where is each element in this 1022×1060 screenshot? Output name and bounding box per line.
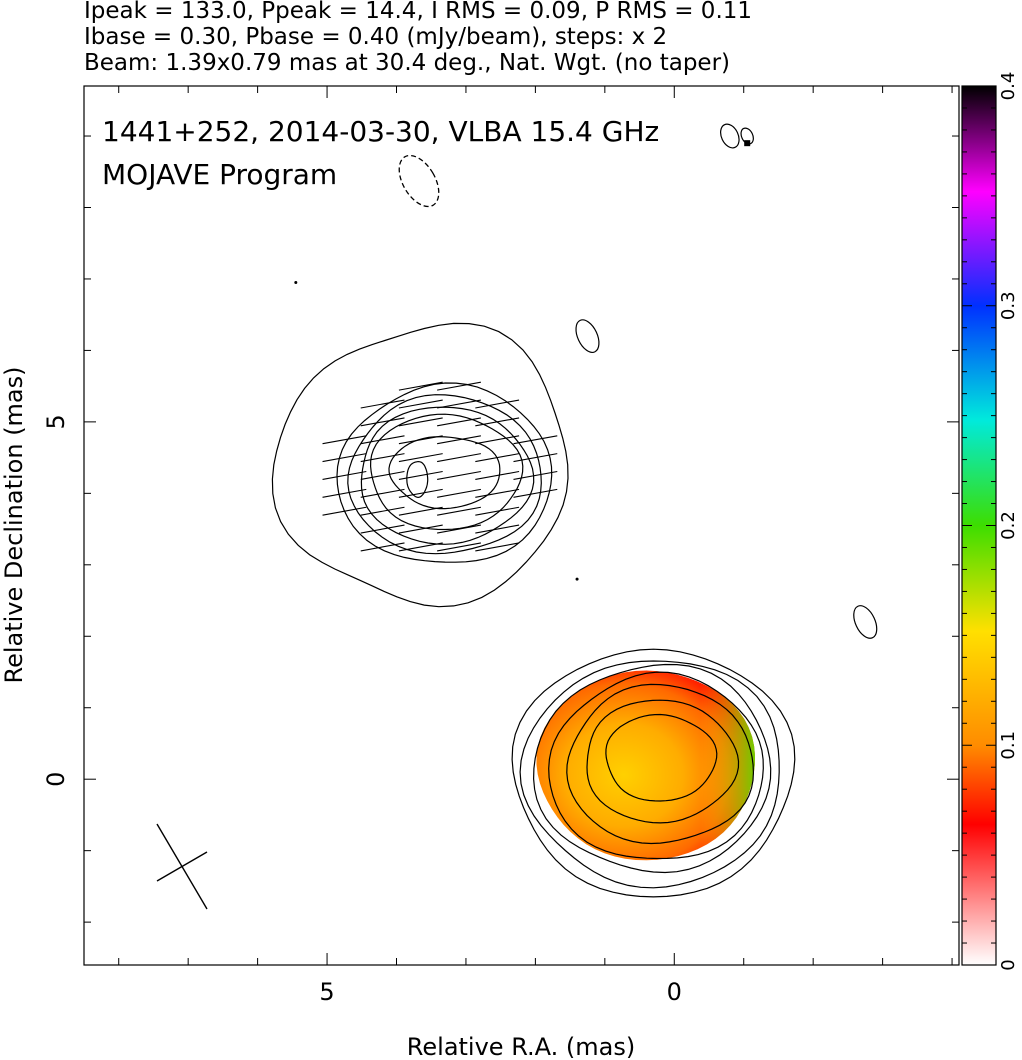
evpa-tick [360,417,405,427]
evpa-tick [322,470,367,480]
evpa-tick [437,435,481,445]
evpa-tick [475,488,520,498]
core-contour [586,699,740,824]
evpa-tick [322,435,367,445]
jet-knot-contour [406,460,429,499]
evpa-tick [360,435,405,445]
colorbar-tick-label: 0.3 [998,291,1019,320]
evpa-tick [437,453,481,463]
core-contour [519,660,780,889]
evpa-tick [437,542,481,552]
evpa-tick [475,470,520,480]
evpa-tick [360,488,405,498]
evpa-tick [475,453,520,463]
evpa-tick [437,488,481,498]
noise-speck [294,281,298,285]
evpa-tick [360,470,405,480]
evpa-tick [398,417,443,427]
evpa-tick [437,506,481,516]
y-axis-label: Relative Declination (mas) [0,366,28,683]
evpa-tick [398,470,443,480]
x-axis-label: Relative R.A. (mas) [407,1033,635,1060]
evpa-tick [513,453,558,463]
evpa-tick [360,453,405,463]
x-tick-label: 0 [667,978,682,1006]
evpa-tick [513,470,558,480]
jet-knot-contour [388,436,501,510]
core-polarization-map [536,670,755,861]
colorbar-ticks: 0 0.1 0.2 0.3 0.4 [962,72,1019,971]
noise-contour [853,605,878,639]
core-contour [548,671,764,860]
evpa-tick [398,524,443,534]
evpa-tick [513,488,558,498]
evpa-tick [322,506,367,516]
evpa-tick [475,417,520,427]
evpa-tick [398,399,443,409]
evpa-tick [475,542,520,552]
core-contour [566,683,755,845]
evpa-tick [398,435,443,445]
colorbar-tick-label: 0 [998,959,1019,970]
colorbar-tick-label: 0.2 [998,511,1019,540]
evpa-tick [398,542,443,552]
evpa-tick [475,506,520,516]
header-base-line: Ibase = 0.30, Pbase = 0.40 (mJy/beam), s… [84,24,668,50]
evpa-tick [437,470,481,480]
x-tick-label: 5 [319,978,334,1006]
header-stats-line: Ipeak = 133.0, Ppeak = 14.4, I RMS = 0.0… [84,0,753,24]
colorbar-tick-label: 0.4 [998,72,1019,101]
noise-contours [294,123,878,639]
evpa-tick [475,524,520,534]
evpa-tick [475,399,520,409]
evpa-tick [437,417,481,427]
y-tick-label: 5 [42,414,70,429]
evpa-tick [398,453,443,463]
colorbar-tick-label: 0.1 [998,731,1019,760]
plot-frame [83,85,960,966]
evpa-tick [322,488,367,498]
program-label: MOJAVE Program [102,158,337,191]
jet-knot-contour [271,322,569,608]
noise-speck [744,140,751,147]
y-axis-ticks: 50 [42,135,959,923]
core-contour [532,663,772,874]
jet-knot-contour [336,382,553,563]
jet-knot-contour [360,406,535,545]
evpa-tick [398,488,443,498]
core-contour [605,713,718,802]
source-label: 1441+252, 2014-03-30, VLBA 15.4 GHz [102,115,659,148]
beam-ellipse [398,154,440,208]
beam-cross [156,823,208,910]
evpa-tick [398,506,443,516]
evpa-tick [398,381,443,391]
evpa-tick [322,453,367,463]
evpa-tick [360,542,405,552]
evpa-tick [513,435,558,445]
header-beam-line: Beam: 1.39x0.79 mas at 30.4 deg., Nat. W… [84,50,730,76]
evpa-tick [437,524,481,534]
evpa-tick [437,399,481,409]
noise-contour [575,319,600,353]
noise-speck [575,577,579,581]
evpa-tick [360,506,405,516]
evpa-ticks [322,381,558,552]
noise-contour [740,127,754,145]
evpa-tick [360,524,405,534]
y-tick-label: 0 [42,772,70,787]
evpa-tick [475,435,520,445]
polarization-edge [536,670,755,861]
evpa-tick [437,381,481,391]
jet-knot-contour [369,413,524,531]
evpa-tick [360,399,405,409]
noise-contour [720,123,740,149]
core-contour [511,648,796,898]
